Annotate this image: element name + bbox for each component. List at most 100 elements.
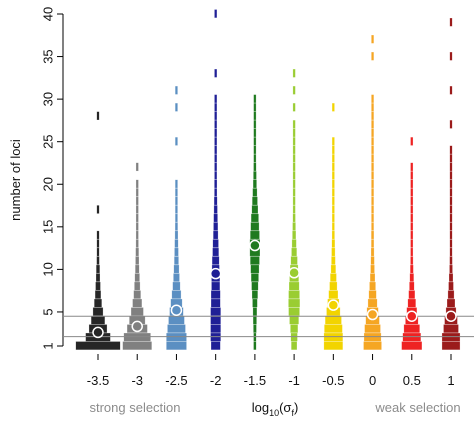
bean-bar — [288, 307, 300, 316]
bean-bar — [214, 154, 217, 163]
bean-bar — [122, 341, 152, 350]
bean-bar — [123, 332, 151, 342]
y-axis-label: number of loci — [8, 139, 23, 221]
bean-bar — [371, 145, 374, 155]
bean-bar — [175, 179, 178, 189]
bean-bar — [441, 332, 461, 342]
bean-bar — [410, 222, 414, 231]
mean-point — [92, 326, 104, 339]
bean-bar — [253, 162, 257, 172]
bean-bar — [251, 273, 259, 282]
bean-bar — [332, 145, 335, 155]
bean-bar — [214, 128, 217, 138]
bean-bar — [371, 205, 374, 214]
bean-bar — [292, 137, 296, 146]
bean-bar — [212, 239, 219, 248]
bean-bar — [290, 324, 298, 333]
bean-bar — [214, 120, 217, 129]
bean-bar — [134, 281, 141, 291]
bean-bar — [135, 264, 140, 274]
bean-bar — [292, 162, 296, 172]
bean-bar — [441, 341, 461, 350]
bean-bar — [212, 247, 219, 257]
bean-bar — [252, 298, 258, 308]
bean-bar — [449, 52, 453, 61]
bean-bar — [371, 171, 374, 180]
bean-bar — [403, 324, 420, 333]
bean-bar — [289, 315, 299, 325]
bean-bar — [135, 239, 139, 248]
bean-bar — [370, 247, 375, 257]
bean-bar — [371, 179, 374, 189]
bean-bar — [211, 281, 220, 291]
x-tick-label: 1 — [447, 373, 454, 388]
bean-bar — [96, 247, 100, 257]
bean-bar — [410, 188, 414, 197]
bean-bar — [449, 179, 453, 189]
bean-bar — [91, 315, 105, 325]
bean-bar — [252, 196, 258, 206]
bean-bar — [214, 103, 217, 112]
bean-bar — [213, 205, 218, 214]
bean-bar — [371, 213, 374, 223]
bean-bar — [449, 230, 453, 240]
bean-bar — [364, 324, 381, 333]
bean-bar — [410, 256, 414, 265]
bean-bar — [253, 94, 257, 103]
bean-bar — [328, 290, 338, 299]
bean-bar — [292, 222, 296, 231]
bean-bar — [212, 256, 220, 265]
bean-bar — [175, 222, 178, 231]
bean-bar — [253, 120, 257, 129]
bean-bar — [175, 188, 178, 197]
bean-bar — [447, 298, 455, 308]
bean-bar — [363, 332, 382, 342]
bean-bar — [96, 230, 100, 240]
y-tick-label: 5 — [40, 308, 55, 315]
bean-bar — [289, 281, 300, 291]
bean-bar — [95, 281, 101, 291]
bean-bar — [368, 290, 377, 299]
bean-bar — [408, 290, 415, 299]
bean-bar — [96, 256, 100, 265]
mean-point — [288, 267, 300, 279]
bean-bar — [410, 213, 414, 223]
bean-bar — [135, 162, 139, 172]
bean-bar — [213, 230, 219, 240]
mean-point — [131, 320, 143, 333]
bean-bar — [135, 222, 139, 231]
y-tick-label: 20 — [40, 177, 55, 191]
mean-point — [209, 267, 222, 280]
x-tick-label: -1.5 — [244, 373, 266, 388]
bean-bar — [331, 230, 335, 240]
bean-bar — [135, 230, 139, 240]
bean-bar — [171, 290, 182, 299]
bean-bar — [292, 145, 296, 155]
bean-bar — [410, 230, 414, 240]
bean-bar — [371, 196, 374, 206]
bean-bar — [214, 94, 217, 103]
bean-bar — [251, 290, 258, 299]
bean-bar — [371, 239, 374, 248]
bean-bar — [290, 332, 298, 342]
bean-bar — [175, 103, 178, 112]
mean-point — [445, 310, 457, 322]
x-label-part: 10 — [269, 408, 279, 418]
bean-bar — [449, 154, 453, 163]
bean-bar — [443, 324, 459, 333]
bean-bar — [449, 188, 453, 197]
bean-bar — [324, 324, 343, 333]
bean-bar — [96, 205, 100, 214]
bean-bar — [330, 273, 337, 282]
bean-bar — [332, 171, 335, 180]
bean-bar — [332, 137, 335, 146]
bean-bar — [214, 196, 218, 206]
bean-bar — [210, 324, 221, 333]
bean-bar — [211, 341, 221, 350]
bean-bar — [331, 247, 336, 257]
bean-bar — [292, 120, 296, 129]
bean-bar — [331, 239, 335, 248]
bean-bar — [292, 188, 296, 197]
bean-bar — [210, 307, 221, 316]
bean-bar — [371, 35, 374, 44]
